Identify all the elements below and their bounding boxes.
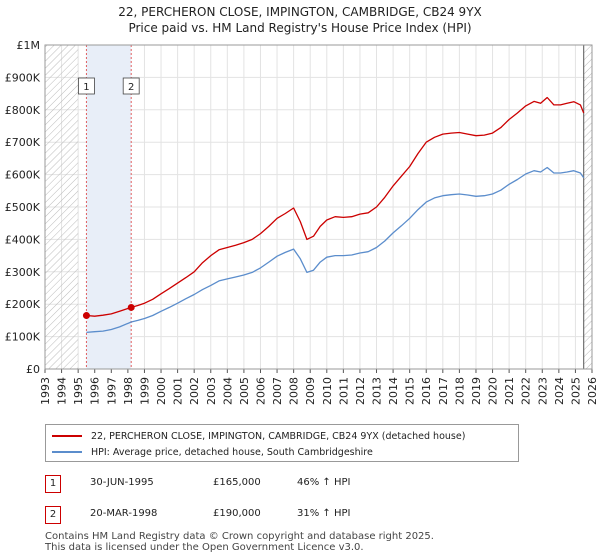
transaction-label-box (122, 77, 140, 95)
x-tick-label: 2015 (404, 377, 417, 405)
x-tick-label: 2004 (221, 377, 234, 405)
series-line-property (86, 96, 585, 317)
y-tick-label: £300K (5, 266, 41, 279)
transaction-label: 1 (83, 82, 89, 93)
y-tick-label: £700K (5, 136, 41, 149)
x-tick-label: 2024 (553, 377, 566, 405)
transaction-date: 30-JUN-1995 (90, 477, 154, 488)
legend-label-hpi: HPI: Average price, detached house, Sout… (91, 446, 373, 458)
x-tick-label: 2000 (155, 377, 168, 405)
hatched-region (45, 45, 79, 369)
shaded-region (86, 45, 132, 369)
x-tick-label: 2025 (569, 377, 582, 405)
y-tick-label: £200K (5, 298, 41, 311)
transaction-point (127, 303, 135, 311)
y-tick-label: £1M (17, 39, 41, 52)
x-tick-label: 2014 (387, 377, 400, 405)
transaction-point (82, 312, 90, 320)
legend-item-hpi: HPI: Average price, detached house, Sout… (52, 444, 373, 460)
x-tick-label: 1994 (56, 377, 69, 405)
x-tick-label: 2001 (172, 377, 185, 405)
x-tick-label: 2012 (354, 377, 367, 405)
y-tick-label: £800K (5, 104, 41, 117)
x-tick-label: 2022 (520, 377, 533, 405)
x-tick-label: 1993 (39, 377, 52, 405)
transaction-badge: 2 (45, 506, 61, 524)
y-tick-label: £500K (5, 201, 41, 214)
transaction-hpi-change: 46% ↑ HPI (297, 477, 351, 488)
y-tick-label: £900K (5, 71, 41, 84)
x-tick-label: 2002 (188, 377, 201, 405)
x-tick-label: 2005 (238, 377, 251, 405)
x-tick-label: 2009 (304, 377, 317, 405)
x-tick-label: 2023 (536, 377, 549, 405)
x-tick-label: 2019 (470, 377, 483, 405)
hatched-region (583, 45, 592, 369)
x-tick-label: 1996 (89, 377, 102, 405)
x-tick-label: 1998 (122, 377, 135, 405)
y-tick-label: £100K (5, 331, 41, 344)
footer: Contains HM Land Registry data © Crown c… (45, 531, 434, 553)
x-tick-label: 2020 (487, 377, 500, 405)
x-tick-label: 2017 (437, 377, 450, 405)
x-tick-label: 2021 (503, 377, 516, 405)
transaction-label: 2 (128, 82, 134, 93)
chart-legend: 22, PERCHERON CLOSE, IMPINGTON, CAMBRIDG… (45, 424, 519, 462)
x-tick-label: 2016 (420, 377, 433, 405)
transaction-label-box (78, 77, 95, 95)
x-tick-label: 2003 (205, 377, 218, 405)
x-tick-label: 1995 (72, 377, 85, 405)
x-tick-label: 1997 (105, 377, 118, 405)
y-tick-label: £400K (5, 233, 41, 246)
transaction-hpi-change: 31% ↑ HPI (297, 508, 351, 519)
x-tick-label: 2010 (321, 377, 334, 405)
chart-title-line2: Price paid vs. HM Land Registry's House … (128, 21, 472, 35)
transaction-date: 20-MAR-1998 (90, 508, 158, 519)
legend-swatch-property (52, 435, 82, 437)
x-tick-label: 2026 (586, 377, 599, 405)
x-tick-label: 2018 (453, 377, 466, 405)
transaction-badge: 1 (45, 475, 61, 493)
transaction-price: £190,000 (213, 508, 261, 519)
x-tick-label: 2007 (271, 377, 284, 405)
legend-label-property: 22, PERCHERON CLOSE, IMPINGTON, CAMBRIDG… (91, 430, 466, 442)
x-tick-label: 2008 (288, 377, 301, 405)
x-tick-label: 2011 (337, 377, 350, 405)
transaction-price: £165,000 (213, 477, 261, 488)
series-line-hpi (86, 166, 585, 334)
price-chart: 1 2 £0 £100K £200K £300K £400K £500K £600K £700K… (5, 39, 599, 405)
legend-item-property: 22, PERCHERON CLOSE, IMPINGTON, CAMBRIDG… (52, 428, 465, 444)
footer-copyright: Contains HM Land Registry data © Crown c… (45, 531, 434, 542)
chart-title-line1: 22, PERCHERON CLOSE, IMPINGTON, CAMBRIDG… (118, 5, 482, 19)
x-tick-label: 2006 (254, 377, 267, 405)
y-tick-label: £600K (5, 169, 41, 182)
legend-swatch-hpi (52, 451, 82, 453)
footer-licence: This data is licensed under the Open Gov… (45, 542, 364, 553)
y-tick-label: £0 (26, 363, 40, 376)
x-tick-label: 1999 (138, 377, 151, 405)
x-tick-label: 2013 (371, 377, 384, 405)
plot-frame (44, 44, 593, 370)
